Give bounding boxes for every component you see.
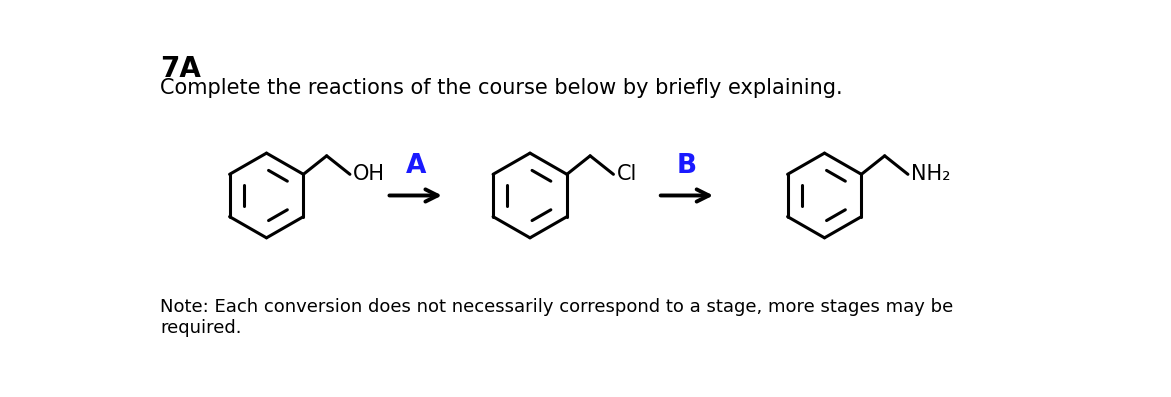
Text: Cl: Cl <box>616 164 637 184</box>
Text: A: A <box>405 152 426 179</box>
Text: OH: OH <box>352 164 385 184</box>
Text: NH₂: NH₂ <box>911 164 951 184</box>
Text: 7A: 7A <box>160 54 201 83</box>
Text: B: B <box>677 152 697 179</box>
Text: Note: Each conversion does not necessarily correspond to a stage, more stages ma: Note: Each conversion does not necessari… <box>160 298 953 337</box>
Text: Complete the reactions of the course below by briefly explaining.: Complete the reactions of the course bel… <box>160 78 843 98</box>
